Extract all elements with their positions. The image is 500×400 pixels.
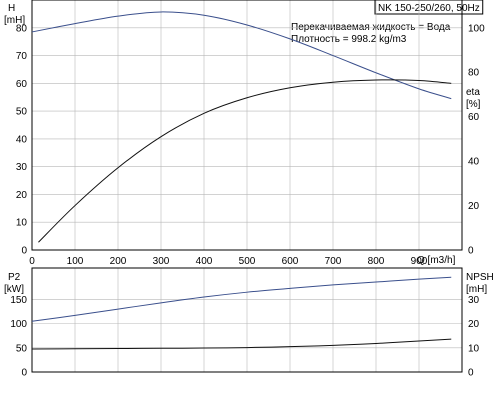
left-tick-label: 100 bbox=[10, 319, 27, 330]
x-tick-label: 900 bbox=[411, 256, 428, 267]
x-tick-label: 200 bbox=[110, 256, 127, 267]
x-tick-label: 400 bbox=[196, 256, 213, 267]
panel-bottom: 0 50 100 150 0 10 20 30 bbox=[10, 267, 480, 379]
right-tick-label: 100 bbox=[468, 23, 485, 34]
bottom-series-left-curve bbox=[31, 276, 452, 322]
x-tick-label: 800 bbox=[368, 256, 385, 267]
left-tick-label: 80 bbox=[16, 23, 28, 34]
plot-frame bbox=[31, 0, 463, 251]
left-tick-label: 50 bbox=[16, 107, 28, 118]
chart-title: NK 150-250/260, 50Hz bbox=[378, 3, 480, 14]
x-tick-label: 300 bbox=[153, 256, 170, 267]
title-box bbox=[374, 0, 484, 15]
x-tick-label: 500 bbox=[239, 256, 256, 267]
right-tick-label: 40 bbox=[468, 157, 480, 168]
right-tick-label: 80 bbox=[468, 68, 480, 79]
left-tick-label: 150 bbox=[10, 295, 27, 306]
right-tick-label: 0 bbox=[468, 368, 474, 379]
left-tick-label: 50 bbox=[16, 343, 28, 354]
right-tick-label: 20 bbox=[468, 319, 480, 330]
x-axis-label: Q [m3/h] bbox=[417, 255, 456, 266]
top-series-right-curve bbox=[38, 79, 452, 243]
left-tick-label: 0 bbox=[21, 368, 27, 379]
right-tick-label: 30 bbox=[468, 295, 480, 306]
plot-frame bbox=[31, 267, 463, 373]
left-tick-label: 70 bbox=[16, 51, 28, 62]
left-tick-label: 0 bbox=[21, 246, 27, 257]
left-tick-label: 20 bbox=[16, 190, 28, 201]
right-tick-label: 20 bbox=[468, 201, 480, 212]
top-series-left-curve bbox=[31, 11, 452, 100]
bottom-left-axis-title: P2 bbox=[8, 272, 21, 283]
x-tick-label: 700 bbox=[325, 256, 342, 267]
x-tick-label: 600 bbox=[282, 256, 299, 267]
right-tick-label: 60 bbox=[468, 112, 480, 123]
top-left-axis-unit: [mH] bbox=[4, 15, 25, 26]
bottom-right-axis-unit: [mH] bbox=[466, 284, 487, 295]
x-tick-label: 100 bbox=[67, 256, 84, 267]
bottom-left-axis-unit: [kW] bbox=[4, 284, 24, 295]
left-tick-label: 10 bbox=[16, 218, 28, 229]
x-tick-label: 0 bbox=[29, 256, 35, 267]
bottom-right-axis-title: NPSH bbox=[466, 272, 494, 283]
top-left-axis-title: H bbox=[8, 3, 15, 14]
top-right-axis-title: eta bbox=[466, 87, 480, 98]
top-right-axis-unit: [%] bbox=[466, 99, 481, 110]
density-label: Плотность = 998.2 kg/m3 bbox=[291, 34, 407, 45]
left-tick-label: 40 bbox=[16, 134, 28, 145]
left-tick-label: 60 bbox=[16, 79, 28, 90]
right-tick-label: 10 bbox=[468, 343, 480, 354]
left-tick-label: 30 bbox=[16, 162, 28, 173]
bottom-series-right-curve bbox=[31, 338, 452, 350]
right-tick-label: 0 bbox=[468, 246, 474, 257]
